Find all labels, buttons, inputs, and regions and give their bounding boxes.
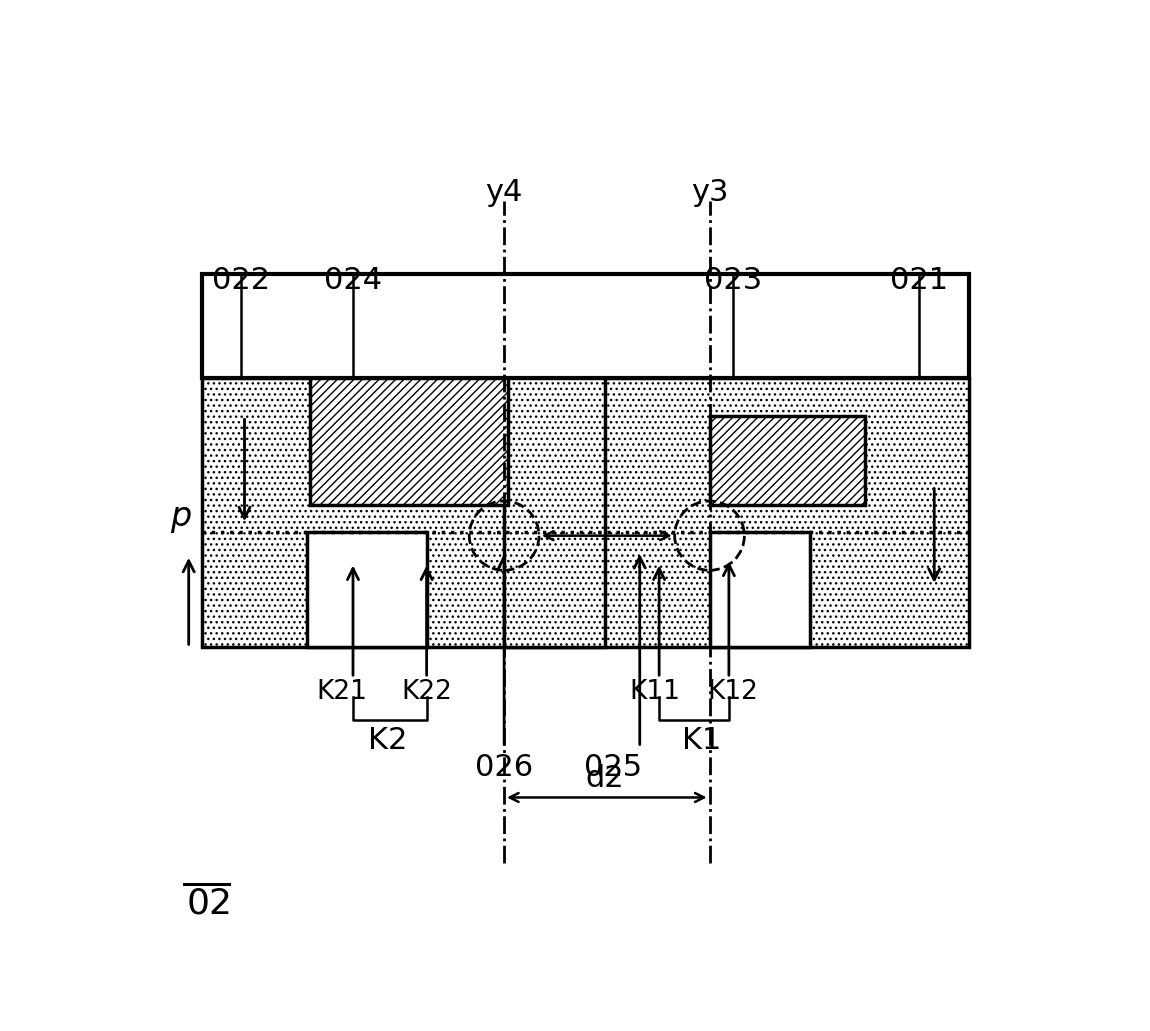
- Text: 02: 02: [186, 886, 232, 920]
- Text: K12: K12: [707, 679, 758, 705]
- Text: K1: K1: [682, 726, 721, 755]
- Text: 026: 026: [475, 753, 534, 783]
- Text: K11: K11: [630, 679, 681, 705]
- Text: p: p: [170, 500, 192, 533]
- Bar: [710, 417, 865, 505]
- Text: y3: y3: [691, 177, 728, 206]
- Bar: [504, 377, 605, 647]
- Text: 024: 024: [324, 266, 382, 295]
- Bar: [202, 377, 969, 647]
- Text: y4: y4: [485, 177, 523, 206]
- Text: 023: 023: [704, 266, 761, 295]
- Text: 021: 021: [890, 266, 948, 295]
- Text: K21: K21: [316, 679, 367, 705]
- Text: K22: K22: [401, 679, 452, 705]
- Bar: [202, 274, 969, 377]
- Text: K2: K2: [368, 726, 407, 755]
- Text: 022: 022: [212, 266, 270, 295]
- Bar: [307, 532, 427, 647]
- Bar: [310, 377, 508, 505]
- Text: 025: 025: [583, 753, 642, 783]
- Bar: [710, 532, 811, 647]
- Text: d2: d2: [585, 764, 624, 793]
